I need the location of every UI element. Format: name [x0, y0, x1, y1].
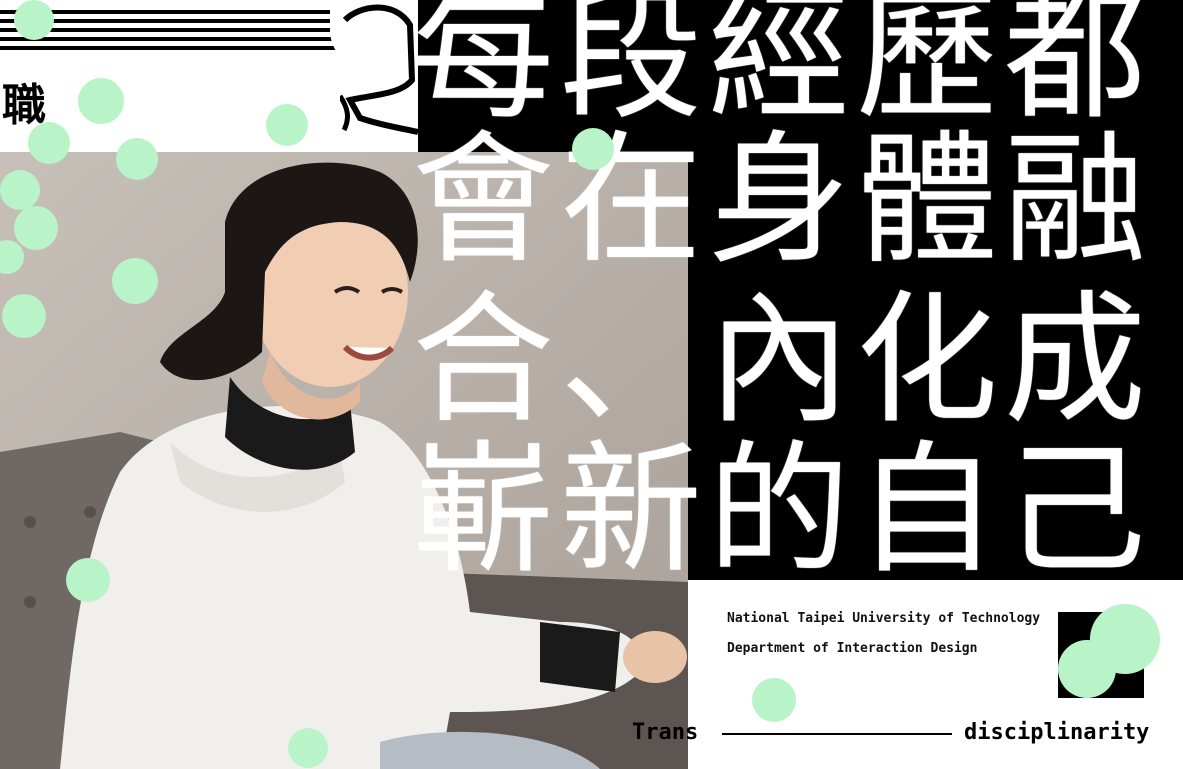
headline-line-2: 會在身體融 [412, 118, 1152, 283]
profile-outline-illustration [340, 4, 418, 135]
portrait-illustration [0, 152, 688, 769]
green-dot [572, 128, 614, 170]
green-dot [266, 104, 308, 146]
tagline-left: Trans [632, 720, 699, 745]
top-left-graphic: 職 [0, 0, 418, 152]
green-dot [78, 78, 124, 124]
green-dot [28, 122, 70, 164]
tagline-right: disciplinarity [964, 720, 1150, 745]
tagline-divider [722, 733, 952, 735]
green-dot [752, 678, 796, 722]
portrait-photo [0, 152, 688, 769]
green-dot [116, 138, 158, 180]
green-dot [288, 728, 328, 768]
stripe-pattern [0, 10, 380, 54]
green-dot [66, 558, 110, 602]
side-character: 職 [2, 80, 46, 131]
logo-circle-small [1058, 640, 1116, 698]
headline-line-4: 嶄新的自己 [412, 428, 1152, 593]
green-dot [2, 294, 46, 338]
green-dot [14, 0, 54, 40]
headline-line-3: 合、內化成 [412, 278, 1152, 443]
green-dot [0, 170, 40, 210]
headline-line-1: 每段經歷都 [412, 0, 1152, 139]
green-dot [14, 206, 58, 250]
green-dot [112, 258, 158, 304]
department-name: Department of Interaction Design [727, 641, 978, 656]
university-name: National Taipei University of Technology [727, 611, 1041, 626]
